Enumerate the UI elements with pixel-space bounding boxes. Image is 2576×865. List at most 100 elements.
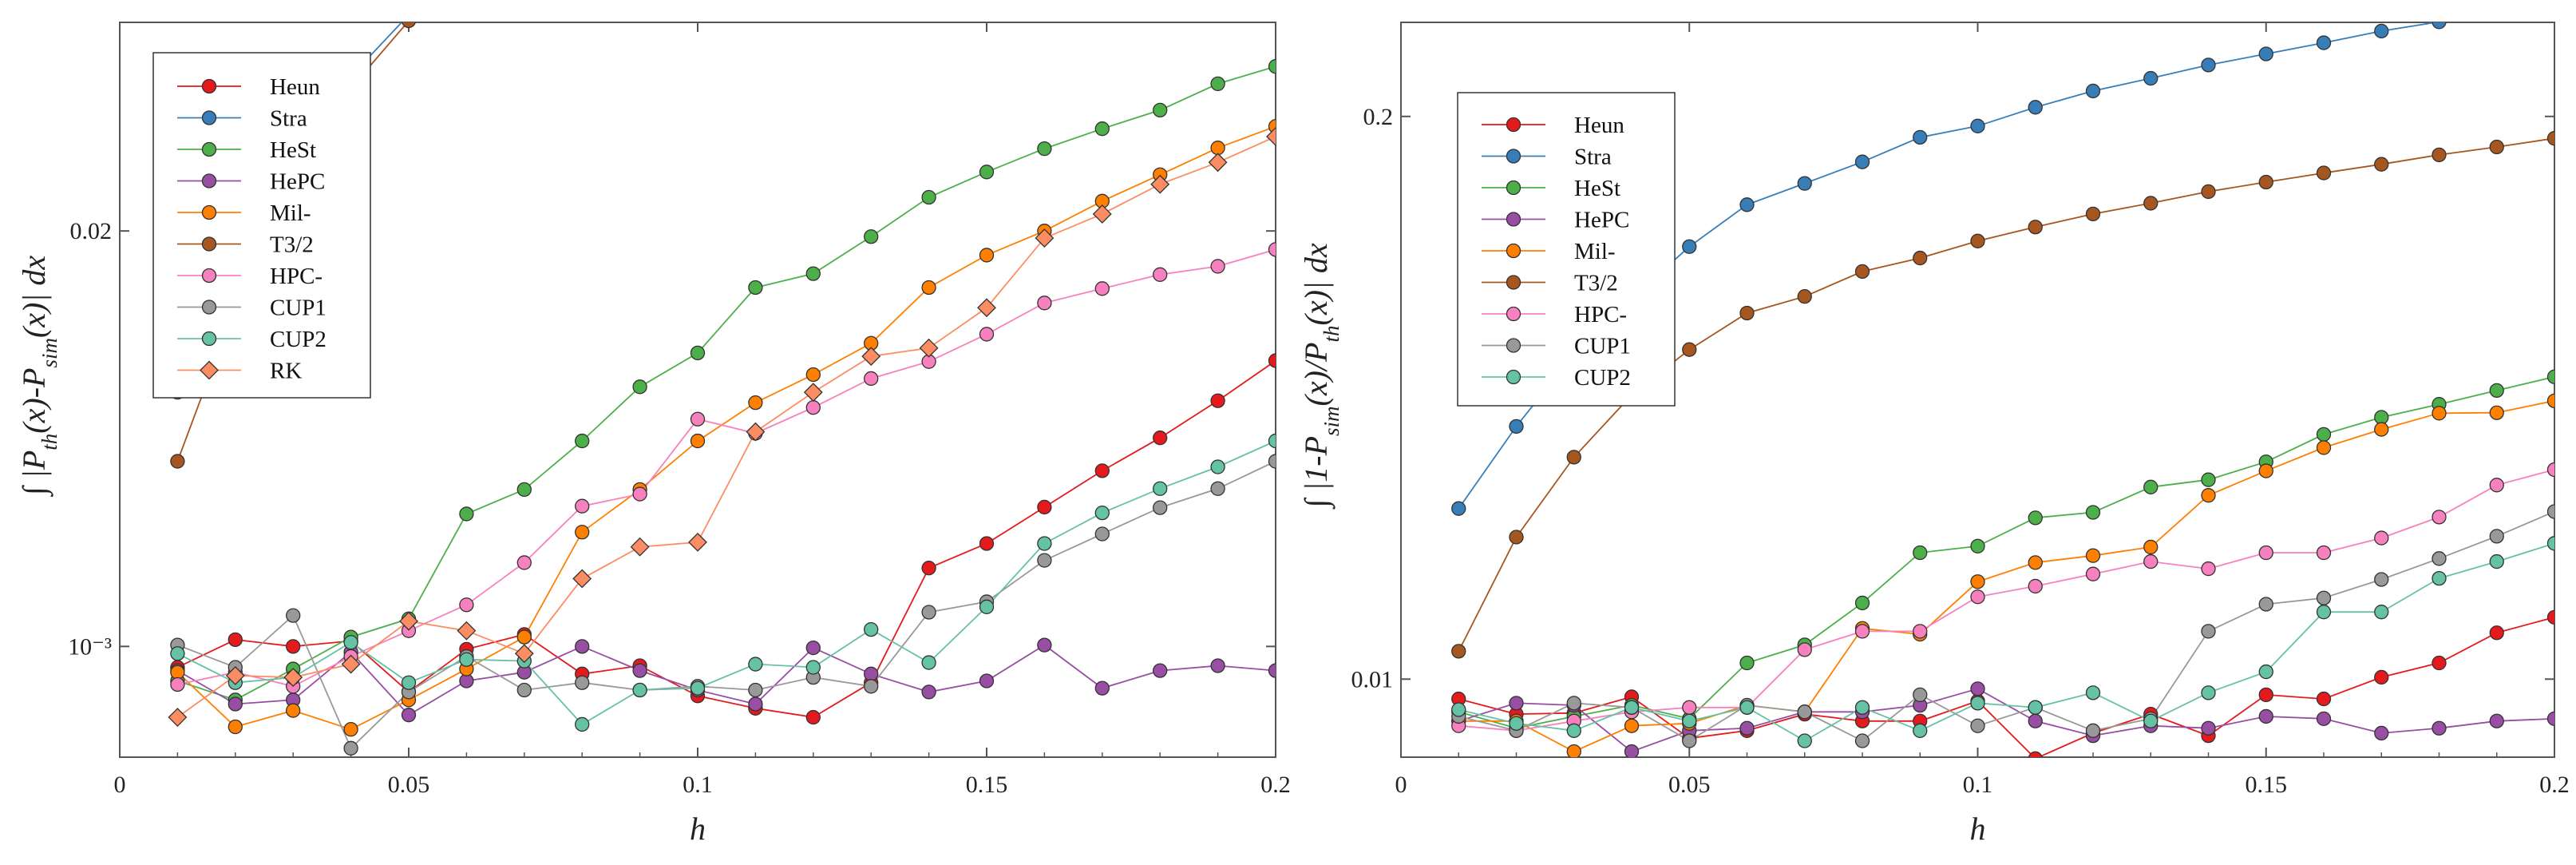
data-point (979, 599, 995, 614)
data-point (748, 682, 763, 698)
legend-marker (1506, 306, 1521, 322)
data-point (2085, 566, 2101, 581)
legend-marker (201, 141, 217, 157)
data-point (1797, 704, 1812, 720)
data-point (1739, 700, 1755, 715)
data-point (1094, 505, 1110, 521)
legend-marker (1506, 180, 1521, 196)
data-point (1913, 545, 1928, 561)
data-point (1682, 342, 1697, 357)
data-point (632, 682, 647, 698)
data-point (2374, 605, 2389, 620)
x-tick-label: 0 (1395, 772, 1407, 798)
data-point (2546, 609, 2554, 625)
data-point (2316, 711, 2332, 726)
y-axis-label-part: (x)/ (1298, 359, 1334, 406)
data-point (2201, 624, 2216, 639)
y-axis-label-part: sim (1320, 406, 1343, 436)
data-point (1913, 687, 1928, 703)
data-point (921, 684, 936, 700)
data-point (286, 608, 301, 623)
data-point (2432, 570, 2447, 586)
legend-marker (201, 110, 217, 125)
data-point (2489, 529, 2504, 544)
data-point (1092, 204, 1112, 224)
data-point (979, 248, 995, 263)
data-point (2546, 536, 2554, 551)
data-point (1624, 700, 1640, 715)
legend-label: Heun (270, 74, 320, 100)
data-point (1094, 463, 1110, 478)
data-point (2489, 405, 2504, 420)
data-point (1210, 76, 1225, 92)
data-point (977, 298, 996, 318)
legend-item: HeSt (1482, 176, 1620, 201)
legend-item: CUP2 (177, 327, 326, 352)
series-line-rk (176, 136, 1276, 718)
data-point (1509, 530, 1524, 545)
data-point (632, 379, 647, 395)
x-tick-label: 0.05 (388, 772, 430, 798)
series-line-hest (177, 65, 1276, 701)
data-point (1037, 536, 1052, 551)
series-line-hpc (1458, 469, 2554, 732)
legend-marker (200, 360, 219, 380)
data-point (921, 189, 936, 205)
data-point (575, 498, 590, 514)
legend-item: Heun (1482, 113, 1624, 138)
data-point (228, 719, 243, 735)
legend-item: Mil- (177, 200, 311, 226)
data-point (2316, 545, 2332, 561)
data-point (864, 229, 879, 244)
data-point (1970, 233, 1985, 248)
legend-label: HPC- (270, 264, 322, 289)
data-point (459, 597, 474, 613)
data-point (2143, 713, 2159, 728)
left-panel: 0 0.05 0.1 0.15 0.210⁻³0.02h∫ |Pth(x)-Psim(x… (16, 22, 1291, 847)
x-tick-label: 0.15 (966, 772, 1008, 798)
data-point (690, 345, 706, 361)
y-axis-label: ∫ |Pth(x)-Psim(x)| dx (16, 256, 61, 498)
data-point (2028, 700, 2043, 715)
legend-label: CUP2 (1574, 365, 1631, 391)
data-point (1682, 239, 1697, 254)
x-tick-label: 0.1 (1963, 772, 1993, 798)
data-point (2085, 83, 2101, 99)
data-point (1739, 305, 1755, 321)
legend-marker (201, 173, 217, 188)
data-point (1210, 141, 1225, 156)
data-point (688, 532, 707, 552)
data-point (2201, 184, 2216, 200)
data-point (864, 621, 879, 637)
data-point (1153, 481, 1168, 496)
y-axis-label-part: ∫ |1- (1298, 455, 1335, 510)
data-point (748, 280, 763, 296)
data-point (2374, 725, 2389, 741)
data-point (2085, 206, 2101, 222)
data-point (1970, 574, 1985, 589)
data-point (343, 722, 358, 737)
data-point (225, 666, 245, 685)
y-axis-label-part: sim (38, 338, 61, 368)
data-point (2316, 605, 2332, 620)
data-point (2546, 504, 2554, 519)
data-point (1268, 242, 1276, 257)
y-tick-label: 0.01 (1351, 666, 1394, 692)
series-line-cup2 (1458, 542, 2554, 742)
data-point (1624, 718, 1640, 733)
data-point (2490, 6, 2503, 19)
data-point (2374, 422, 2389, 437)
y-axis-label-part: P (16, 450, 52, 470)
data-point (1970, 718, 1985, 733)
data-point (343, 740, 358, 756)
data-point (1094, 526, 1110, 542)
data-point (630, 537, 650, 557)
data-point (2028, 751, 2043, 757)
right-panel: 0 0.05 0.1 0.15 0.20.010.2h∫ |1-Psim(x)/Pth(… (1298, 6, 2570, 847)
data-point (690, 411, 706, 427)
legend-item: T3/2 (177, 232, 314, 258)
data-point (1266, 127, 1276, 146)
data-point (2546, 393, 2554, 408)
data-point (2201, 58, 2216, 73)
